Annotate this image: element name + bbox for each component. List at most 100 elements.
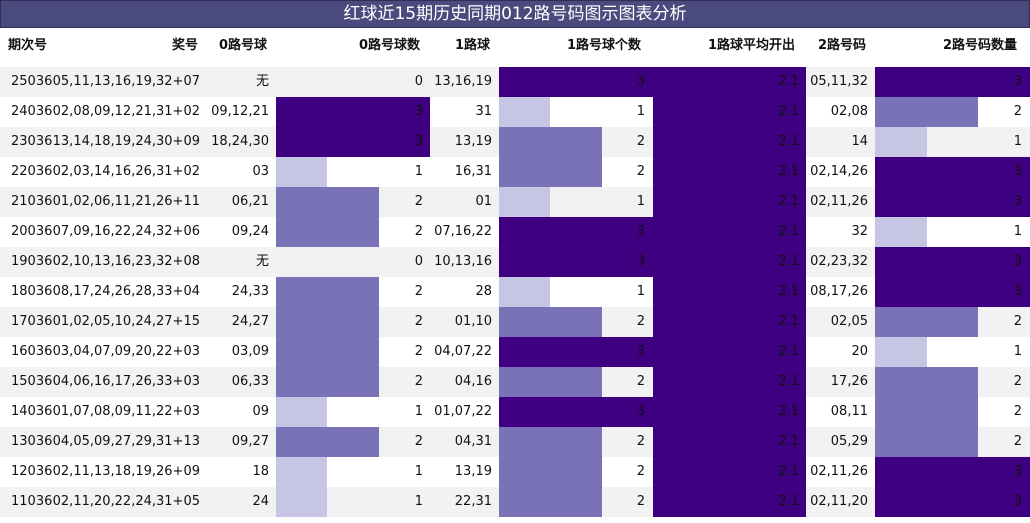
- header-r1-balls: 1路球: [455, 38, 491, 53]
- r1-avg-bar: [653, 427, 806, 457]
- r1-avg-bar: [653, 307, 806, 337]
- table-row: 23036 13,14,18,19,24,30+09 18,24,30 3 13,19 2…: [0, 127, 1030, 157]
- r0-count-cell: 1: [414, 164, 423, 179]
- r0-count-cell: 2: [414, 314, 423, 329]
- r1-count-bar: [499, 127, 602, 157]
- header-r2-balls: 2路号码: [818, 38, 867, 53]
- r2-balls-cell: 02,05: [830, 314, 868, 329]
- r1-balls-cell: 16,31: [454, 164, 492, 179]
- r1-balls-cell: 04,31: [454, 434, 492, 449]
- r0-count-bar: [276, 337, 379, 367]
- r2-count-cell: 2: [1013, 434, 1022, 449]
- r2-balls-cell: 02,11,26: [810, 194, 868, 209]
- period-cell: 25036: [11, 74, 53, 89]
- r1-avg-bar: [653, 157, 806, 187]
- header-period: 期次号: [8, 38, 48, 53]
- r1-balls-cell: 04,07,22: [434, 344, 492, 359]
- r2-count-cell: 2: [1013, 104, 1022, 119]
- table-row: 11036 02,11,20,22,24,31+05 24 1 22,31 2 2.1 02,…: [0, 487, 1030, 517]
- r2-count-cell: 3: [1013, 74, 1022, 89]
- r1-avg-cell: 2.1: [778, 344, 799, 359]
- header-r0-balls: 0路号球: [219, 38, 268, 53]
- r0-balls-cell: 03,09: [231, 344, 269, 359]
- r1-balls-cell: 01,07,22: [434, 404, 492, 419]
- r2-count-bar: [875, 217, 927, 247]
- r0-count-cell: 2: [414, 224, 423, 239]
- r2-balls-cell: 08,17,26: [810, 284, 868, 299]
- r0-count-cell: 2: [414, 374, 423, 389]
- r2-balls-cell: 02,14,26: [810, 164, 868, 179]
- r1-balls-cell: 22,31: [454, 494, 492, 509]
- chart-title: 红球近15期历史同期012路号码图示图表分析: [0, 0, 1030, 28]
- r0-count-cell: 2: [414, 194, 423, 209]
- r0-count-bar: [276, 367, 379, 397]
- r1-avg-bar: [653, 397, 806, 427]
- r1-avg-bar: [653, 247, 806, 277]
- r0-count-cell: 3: [414, 104, 423, 119]
- r0-count-bar: [276, 427, 379, 457]
- r1-count-bar: [499, 277, 551, 307]
- r0-count-bar: [276, 277, 379, 307]
- prize-cell: 01,02,05,10,24,27+15: [52, 314, 200, 329]
- r2-balls-cell: 32: [851, 224, 868, 239]
- table-row: 24036 02,08,09,12,21,31+02 09,12,21 3 31 1 2.1…: [0, 97, 1030, 127]
- r0-balls-cell: 24,27: [231, 314, 269, 329]
- r1-count-bar: [499, 97, 551, 127]
- r1-count-cell: 1: [636, 194, 645, 209]
- table-row: 20036 07,09,16,22,24,32+06 09,24 2 07,16,22 3…: [0, 217, 1030, 247]
- prize-cell: 02,11,13,18,19,26+09: [52, 464, 200, 479]
- r2-count-bar: [875, 397, 979, 427]
- r2-count-bar: [875, 67, 1030, 97]
- r2-count-bar: [875, 187, 1030, 217]
- period-cell: 11036: [11, 494, 53, 509]
- r0-count-cell: 1: [414, 494, 423, 509]
- r1-avg-cell: 2.1: [778, 104, 799, 119]
- r2-count-bar: [875, 337, 927, 367]
- prize-cell: 08,17,24,26,28,33+04: [52, 284, 200, 299]
- r1-avg-cell: 2.1: [778, 284, 799, 299]
- r2-balls-cell: 14: [851, 134, 868, 149]
- period-cell: 12036: [11, 464, 53, 479]
- r2-balls-cell: 02,11,26: [810, 464, 868, 479]
- r0-balls-cell: 24: [252, 494, 269, 509]
- r1-avg-cell: 2.1: [778, 134, 799, 149]
- r0-count-cell: 2: [414, 284, 423, 299]
- r1-avg-cell: 2.1: [778, 254, 799, 269]
- r0-count-cell: 1: [414, 464, 423, 479]
- r1-count-cell: 1: [636, 284, 645, 299]
- header-r1-avg: 1路球平均开出: [708, 38, 796, 53]
- r2-count-bar: [875, 427, 979, 457]
- r0-balls-cell: 09,12,21: [211, 104, 269, 119]
- r1-count-cell: 1: [636, 104, 645, 119]
- r1-count-bar: [499, 457, 602, 487]
- r0-count-cell: 2: [414, 434, 423, 449]
- prize-cell: 04,05,09,27,29,31+13: [52, 434, 200, 449]
- r0-balls-cell: 06,33: [231, 374, 269, 389]
- r1-avg-cell: 2.1: [778, 374, 799, 389]
- r0-count-bar: [276, 487, 328, 517]
- r1-count-bar: [499, 367, 602, 397]
- r1-count-bar: [499, 157, 602, 187]
- r1-count-cell: 2: [636, 464, 645, 479]
- period-cell: 23036: [11, 134, 53, 149]
- r1-avg-cell: 2.1: [778, 404, 799, 419]
- r2-count-bar: [875, 127, 927, 157]
- r2-count-bar: [875, 367, 979, 397]
- r2-balls-cell: 02,11,20: [810, 494, 868, 509]
- r1-avg-cell: 2.1: [778, 194, 799, 209]
- r1-count-bar: [499, 487, 602, 517]
- table-row: 17036 01,02,05,10,24,27+15 24,27 2 01,10 2 2.1…: [0, 307, 1030, 337]
- r1-avg-cell: 2.1: [778, 74, 799, 89]
- r1-balls-cell: 13,16,19: [434, 74, 492, 89]
- r2-count-bar: [875, 157, 1030, 187]
- r0-count-cell: 0: [414, 254, 423, 269]
- r0-balls-cell: 09,24: [231, 224, 269, 239]
- r2-count-cell: 3: [1013, 254, 1022, 269]
- period-cell: 15036: [11, 374, 53, 389]
- r2-count-cell: 2: [1013, 374, 1022, 389]
- r0-balls-cell: 09: [252, 404, 269, 419]
- r1-avg-cell: 2.1: [778, 434, 799, 449]
- r1-count-bar: [499, 187, 551, 217]
- r1-avg-bar: [653, 277, 806, 307]
- prize-cell: 01,07,08,09,11,22+03: [52, 404, 200, 419]
